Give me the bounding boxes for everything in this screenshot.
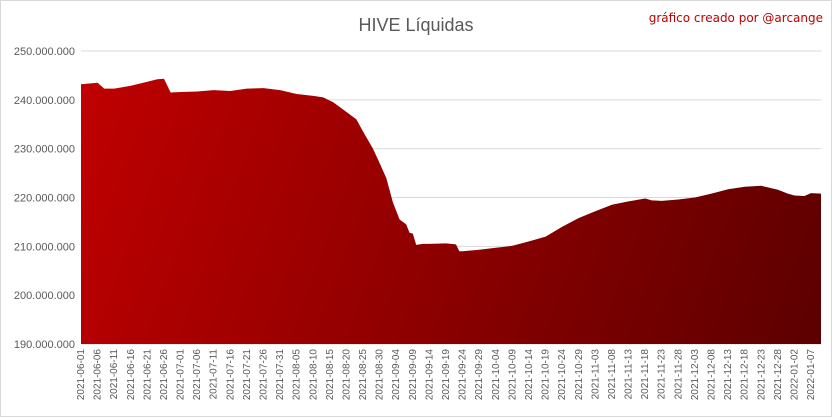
y-tick-label: 250.000.000 (14, 46, 75, 58)
x-tick-label: 2021-07-11 (209, 349, 220, 400)
x-tick-label: 2021-11-08 (607, 349, 618, 400)
x-tick-label: 2021-10-14 (524, 349, 535, 401)
y-axis: 190.000.000 200.000.000 210.000.000 220.000… (14, 46, 75, 351)
y-tick-label: 210.000.000 (14, 241, 75, 253)
x-tick-label: 2021-10-09 (507, 349, 518, 401)
x-tick-label: 2021-07-21 (242, 349, 253, 401)
chart-title: HIVE Líquidas (358, 15, 473, 35)
x-tick-label: 2021-10-24 (557, 349, 568, 401)
x-tick-label: 2021-12-08 (707, 349, 718, 401)
x-tick-label: 2021-09-19 (441, 349, 452, 401)
x-tick-label: 2021-09-14 (424, 349, 435, 401)
x-tick-label: 2021-07-01 (176, 349, 187, 401)
x-tick-label: 2021-09-04 (391, 349, 402, 401)
x-tick-label: 2021-09-29 (474, 349, 485, 401)
area-series (81, 78, 821, 345)
x-tick-label: 2021-12-23 (756, 349, 767, 401)
y-tick-label: 240.000.000 (14, 95, 75, 107)
x-tick-label: 2021-06-11 (109, 349, 120, 400)
x-tick-label: 2021-07-16 (225, 349, 236, 401)
x-tick-label: 2021-11-18 (640, 349, 651, 400)
x-tick-label: 2021-08-10 (308, 349, 319, 401)
y-tick-label: 190.000.000 (14, 339, 75, 351)
y-tick-label: 220.000.000 (14, 193, 75, 205)
x-tick-label: 2021-06-26 (159, 349, 170, 401)
x-tick-label: 2021-08-25 (358, 349, 369, 401)
chart-credit: gráfico creado por @arcange (649, 11, 823, 25)
x-tick-label: 2021-07-31 (275, 349, 286, 401)
x-tick-label: 2021-08-15 (325, 349, 336, 401)
x-tick-label: 2021-08-30 (375, 349, 386, 401)
x-tick-label: 2022-01-07 (806, 349, 817, 401)
x-tick-label: 2021-11-23 (657, 349, 668, 400)
x-tick-label: 2021-08-20 (342, 349, 353, 401)
x-tick-label: 2021-11-13 (624, 349, 635, 400)
x-tick-label: 2021-12-03 (690, 349, 701, 401)
area-layer (81, 78, 821, 345)
x-tick-label: 2021-10-19 (541, 349, 552, 401)
x-tick-label: 2021-11-28 (673, 349, 684, 400)
y-tick-label: 230.000.000 (14, 144, 75, 156)
x-tick-label: 2021-10-29 (574, 349, 585, 401)
x-tick-label: 2021-10-04 (491, 349, 502, 401)
x-tick-label: 2021-12-13 (723, 349, 734, 401)
x-tick-label: 2021-09-09 (408, 349, 419, 401)
x-tick-label: 2021-09-24 (458, 349, 469, 401)
x-tick-label: 2022-01-02 (790, 349, 801, 401)
x-tick-label: 2021-11-03 (590, 349, 601, 400)
x-tick-label: 2021-08-05 (292, 349, 303, 401)
x-tick-label: 2021-12-28 (773, 349, 784, 401)
x-tick-label: 2021-06-16 (126, 349, 137, 401)
x-axis: 2021-06-01 2021-06-06 2021-06-11 2021-06-16… (76, 349, 817, 401)
x-tick-label: 2021-06-21 (142, 349, 153, 401)
x-tick-label: 2021-12-18 (740, 349, 751, 401)
x-tick-label: 2021-07-06 (192, 349, 203, 401)
x-tick-label: 2021-06-01 (76, 349, 87, 401)
x-tick-label: 2021-06-06 (93, 349, 104, 401)
y-tick-label: 200.000.000 (14, 290, 75, 302)
x-tick-label: 2021-07-26 (259, 349, 270, 401)
